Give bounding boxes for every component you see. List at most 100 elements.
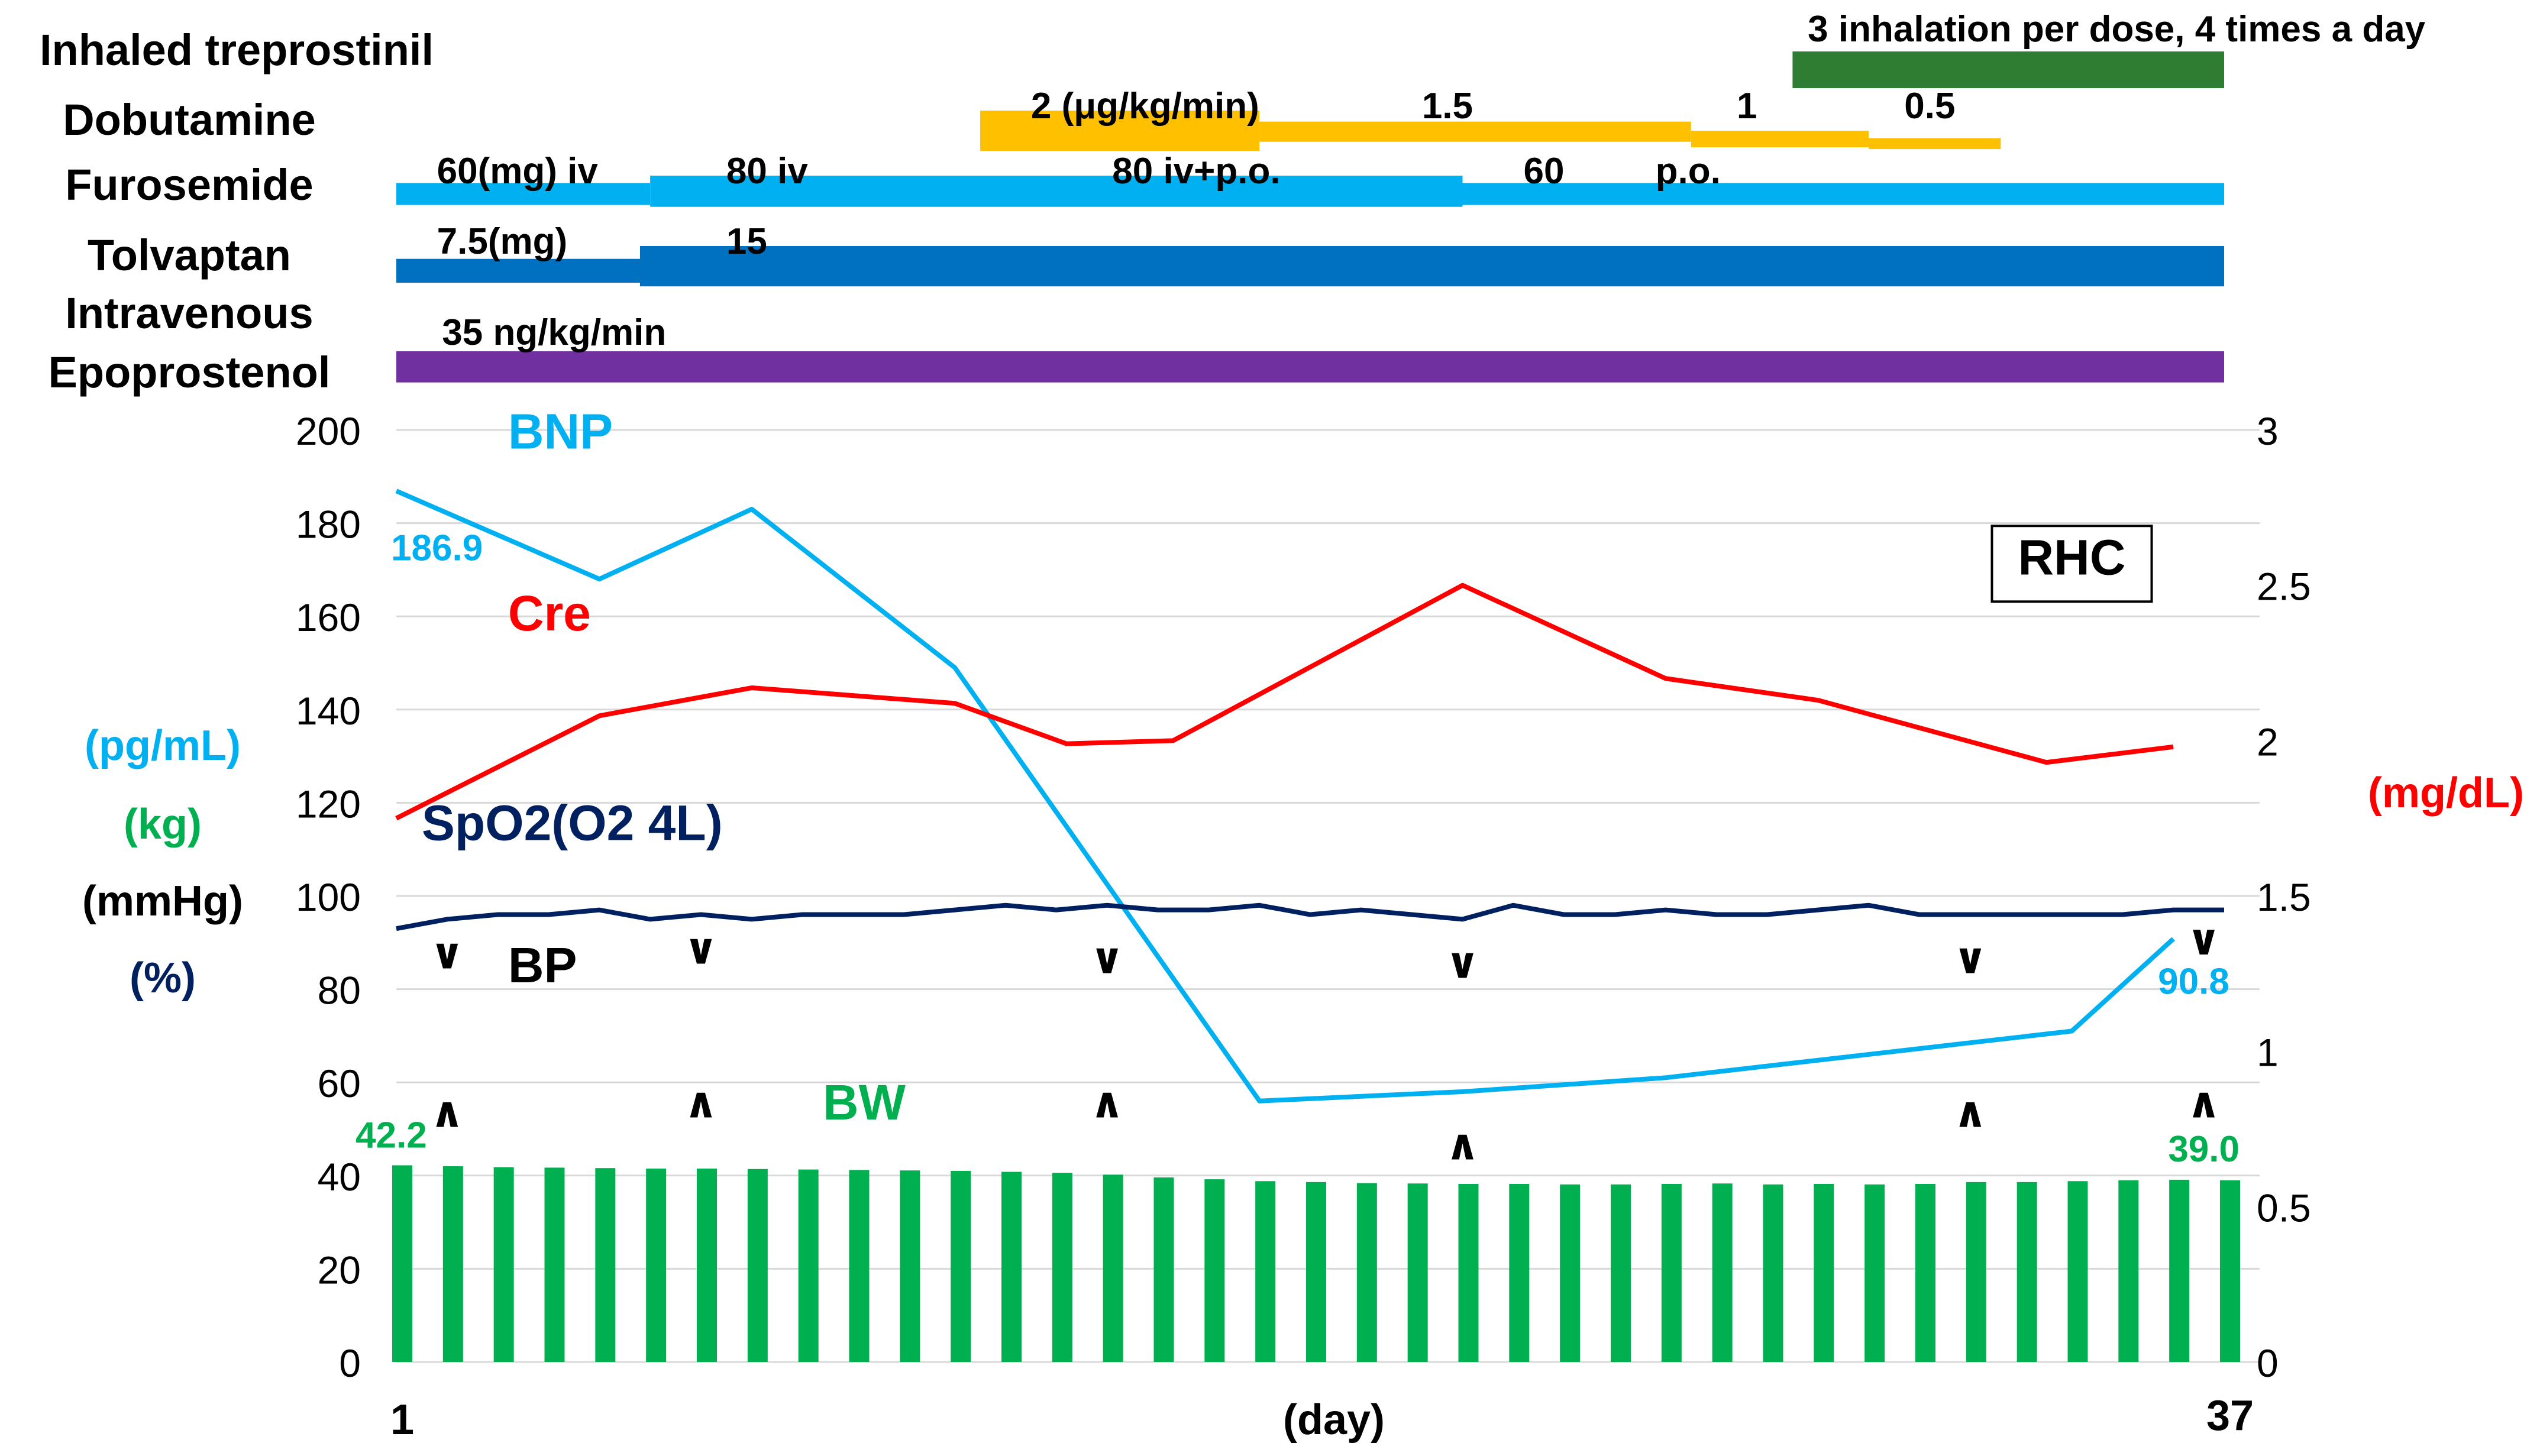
bw-bar [595,1168,616,1362]
bw-bar [951,1170,971,1362]
y-left-unit-label: (kg) [124,801,202,848]
therapy-bar [1869,138,2001,150]
value-annotation: 42.2 [356,1115,427,1156]
series-line-spo2-o2-4l- [396,902,2224,931]
therapy-bar [1792,51,2224,88]
value-annotation: 90.8 [2158,961,2229,1002]
bp-systolic-marker: ∨ [1953,935,1988,982]
bp-diastolic-marker: ∧ [684,1080,718,1127]
bw-bar [1814,1183,1834,1362]
y-left-tick-label: 100 [296,875,361,919]
bp-systolic-marker: ∨ [1445,940,1479,987]
bw-bar [2220,1180,2240,1362]
bw-bar [2017,1182,2037,1362]
rhc-box [1990,525,2153,603]
series-line-cre [395,583,2174,821]
y-right-tick-label: 0.5 [2257,1186,2311,1229]
bw-bar [1763,1184,1783,1362]
y-right-unit-label: (mg/dL) [2368,769,2524,817]
bw-bar [2118,1180,2139,1362]
y-left-tick-label: 160 [296,596,361,639]
bp-diastolic-marker: ∧ [1953,1089,1988,1136]
therapy-dose-label: 1.5 [1422,86,1473,127]
y-right-tick-label: 1 [2257,1031,2279,1075]
therapy-name: Intravenous [65,289,313,338]
series-line-bnp [395,488,2175,1104]
bw-bar [900,1170,920,1362]
bw-bar [747,1169,768,1362]
y-left-tick-label: 140 [296,689,361,733]
bw-bar [1103,1174,1123,1362]
therapy-name: Inhaled treprostinil [40,25,434,75]
bp-systolic-marker: ∨ [2186,917,2221,964]
therapy-bar [1259,121,1691,142]
bw-bar [2169,1179,2190,1362]
bw-series-label: BW [823,1075,906,1130]
y-left-unit-label: (pg/mL) [85,722,241,769]
therapy-bar [980,111,1260,151]
y-left-tick-label: 40 [318,1155,361,1199]
therapy-name: Tolvaptan [88,231,291,280]
bp-diastolic-marker: ∧ [2186,1080,2221,1127]
y-left-tick-label: 60 [318,1062,361,1105]
bp-systolic-marker: ∨ [1090,935,1124,982]
y-left-tick-label: 80 [318,969,361,1012]
y-right-tick-label: 0 [2257,1341,2279,1385]
bw-bar [1560,1184,1581,1362]
bp-diastolic-marker: ∧ [430,1089,464,1136]
bw-bar [1458,1183,1479,1362]
series-lines [395,488,2224,1104]
bw-bar [849,1170,870,1362]
therapy-dose-label: 1 [1737,86,1757,127]
y-right-tick-label: 1.5 [2257,875,2311,919]
y-left-unit-label: (mmHg) [82,878,243,925]
bw-bar [544,1167,565,1362]
value-annotation: 39.0 [2168,1129,2240,1170]
therapy-dose-label: p.o. [1656,151,1721,192]
y-left-tick-label: 200 [296,409,361,453]
therapy-bar [396,258,640,283]
x-start-label: 1 [390,1396,414,1444]
bp-systolic-marker: ∨ [684,926,718,973]
bw-bar [392,1165,412,1362]
therapy-bar [396,351,2224,383]
series-label: Cre [508,585,591,641]
bw-bars [392,1165,2240,1362]
therapy-bar [396,183,651,205]
x-axis-title: (day) [1283,1396,1385,1444]
bw-bar [2067,1181,2088,1362]
therapy-dose-label: 3 inhalation per dose, 4 times a day [1808,9,2426,50]
y-right-tick-label: 2 [2257,720,2279,763]
series-label: SpO2(O2 4L) [422,795,723,850]
therapy-name: Dobutamine [63,95,316,144]
bw-bar [1661,1183,1682,1362]
bw-bar [798,1169,819,1362]
y-left-unit-label: (%) [130,955,196,1002]
therapy-dose-label: 7.5(mg) [437,221,567,262]
bw-bar [1052,1173,1072,1362]
therapy-dose-label: 60(mg) iv [437,151,599,192]
chart-labels: (pg/mL) (kg) (mmHg) (%) (mg/dL) BW BNP Cre SpO2(… [82,404,2524,1170]
bw-bar [1204,1179,1225,1362]
bw-bar [1356,1183,1377,1362]
bw-bar [1915,1183,1935,1362]
therapy-name: Furosemide [65,160,313,209]
therapy-bar [640,246,2224,287]
bp-systolic-marker: ∨ [430,931,464,978]
bw-bar [1864,1184,1885,1362]
therapy-dose-label: 0.5 [1904,86,1955,127]
bw-bar [697,1168,717,1362]
therapy-timeline: Inhaled treprostinil 3 inhalation per dos… [40,9,2426,397]
therapy-bar [650,176,1463,207]
y-left-tick-label: 120 [296,782,361,826]
therapy-dose-label: 15 [726,221,767,262]
rhc-label: RHC [2018,529,2126,585]
bw-bar [1306,1182,1326,1362]
bp-series-label: BP [508,937,577,993]
y-left-tick-label: 180 [296,503,361,546]
bw-bar [1712,1183,1733,1362]
bw-bar [1153,1177,1174,1362]
y-right-tick-label: 3 [2257,409,2279,453]
bw-bar [1407,1183,1428,1362]
